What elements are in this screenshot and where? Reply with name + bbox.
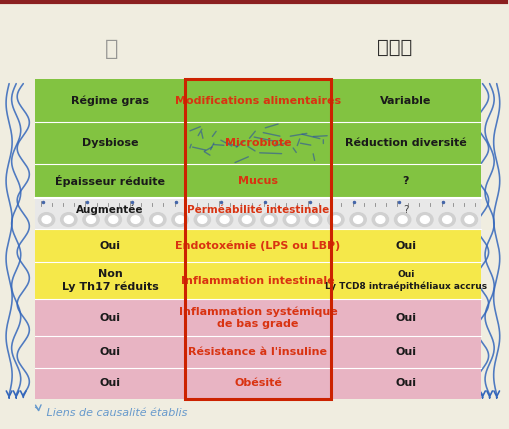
Text: Oui
Ly TCD8 intraépithéliaux accrus: Oui Ly TCD8 intraépithéliaux accrus: [325, 270, 487, 291]
Bar: [36, 164, 480, 198]
Circle shape: [83, 213, 99, 227]
Circle shape: [153, 216, 162, 224]
Circle shape: [439, 213, 455, 227]
Circle shape: [239, 213, 255, 227]
Bar: [185, 79, 331, 399]
Circle shape: [261, 213, 277, 227]
Text: Oui: Oui: [99, 241, 121, 251]
Circle shape: [131, 216, 140, 224]
Text: Inflammation intestinale: Inflammation intestinale: [181, 276, 335, 286]
Text: Mucus: Mucus: [238, 176, 278, 186]
Text: 🐀: 🐀: [104, 39, 118, 59]
Circle shape: [198, 216, 207, 224]
Circle shape: [376, 216, 385, 224]
Text: Variable: Variable: [380, 96, 432, 106]
Text: Microbiote: Microbiote: [224, 138, 291, 148]
Bar: [36, 229, 480, 262]
Circle shape: [109, 216, 118, 224]
Bar: [36, 299, 480, 336]
Circle shape: [242, 216, 251, 224]
Text: Oui: Oui: [395, 347, 416, 357]
Text: Régime gras: Régime gras: [71, 95, 149, 106]
Bar: [36, 336, 480, 368]
Circle shape: [350, 213, 366, 227]
Circle shape: [394, 213, 411, 227]
Circle shape: [443, 216, 451, 224]
Text: Obésité: Obésité: [234, 378, 282, 388]
Circle shape: [220, 216, 229, 224]
Circle shape: [420, 216, 430, 224]
Text: Liens de causalité établis: Liens de causalité établis: [43, 408, 187, 418]
Circle shape: [42, 216, 51, 224]
Circle shape: [417, 213, 433, 227]
Circle shape: [87, 216, 96, 224]
Circle shape: [105, 213, 122, 227]
Circle shape: [172, 213, 188, 227]
Circle shape: [194, 213, 210, 227]
Circle shape: [64, 216, 73, 224]
Circle shape: [398, 216, 407, 224]
Circle shape: [372, 213, 388, 227]
Text: Endotoxémie (LPS ou LBP): Endotoxémie (LPS ou LBP): [175, 240, 341, 251]
Bar: [36, 122, 480, 164]
Text: ?: ?: [403, 205, 409, 214]
Bar: [36, 198, 480, 229]
Bar: [36, 368, 480, 399]
Text: Oui: Oui: [395, 241, 416, 251]
Text: Non
Ly Th17 réduits: Non Ly Th17 réduits: [62, 269, 158, 292]
Text: Épaisseur réduite: Épaisseur réduite: [55, 175, 165, 187]
Circle shape: [283, 213, 299, 227]
Text: ?: ?: [403, 176, 409, 186]
Text: Oui: Oui: [99, 378, 121, 388]
Text: Augmentée: Augmentée: [76, 204, 144, 215]
Circle shape: [331, 216, 341, 224]
Text: 🧑‍🤝‍🧑: 🧑‍🤝‍🧑: [377, 38, 412, 57]
Circle shape: [354, 216, 362, 224]
Circle shape: [461, 213, 477, 227]
Text: Oui: Oui: [395, 378, 416, 388]
Text: Oui: Oui: [395, 313, 416, 323]
Circle shape: [465, 216, 474, 224]
Text: Oui: Oui: [99, 347, 121, 357]
Circle shape: [150, 213, 166, 227]
Text: Oui: Oui: [99, 313, 121, 323]
Text: Dysbiose: Dysbiose: [82, 138, 138, 148]
Circle shape: [309, 216, 318, 224]
Text: Résistance à l'insuline: Résistance à l'insuline: [188, 347, 327, 357]
Circle shape: [305, 213, 322, 227]
Text: Réduction diversité: Réduction diversité: [345, 138, 467, 148]
Bar: [36, 79, 480, 122]
Bar: [36, 262, 480, 299]
Circle shape: [61, 213, 77, 227]
Circle shape: [265, 216, 273, 224]
Text: Modifications alimentaires: Modifications alimentaires: [175, 96, 341, 106]
Circle shape: [287, 216, 296, 224]
Circle shape: [127, 213, 144, 227]
Circle shape: [216, 213, 233, 227]
Circle shape: [328, 213, 344, 227]
Text: Perméabilité intestinale: Perméabilité intestinale: [187, 205, 329, 214]
Circle shape: [38, 213, 54, 227]
Circle shape: [176, 216, 185, 224]
Text: Inflammation systémique
de bas grade: Inflammation systémique de bas grade: [179, 306, 337, 329]
